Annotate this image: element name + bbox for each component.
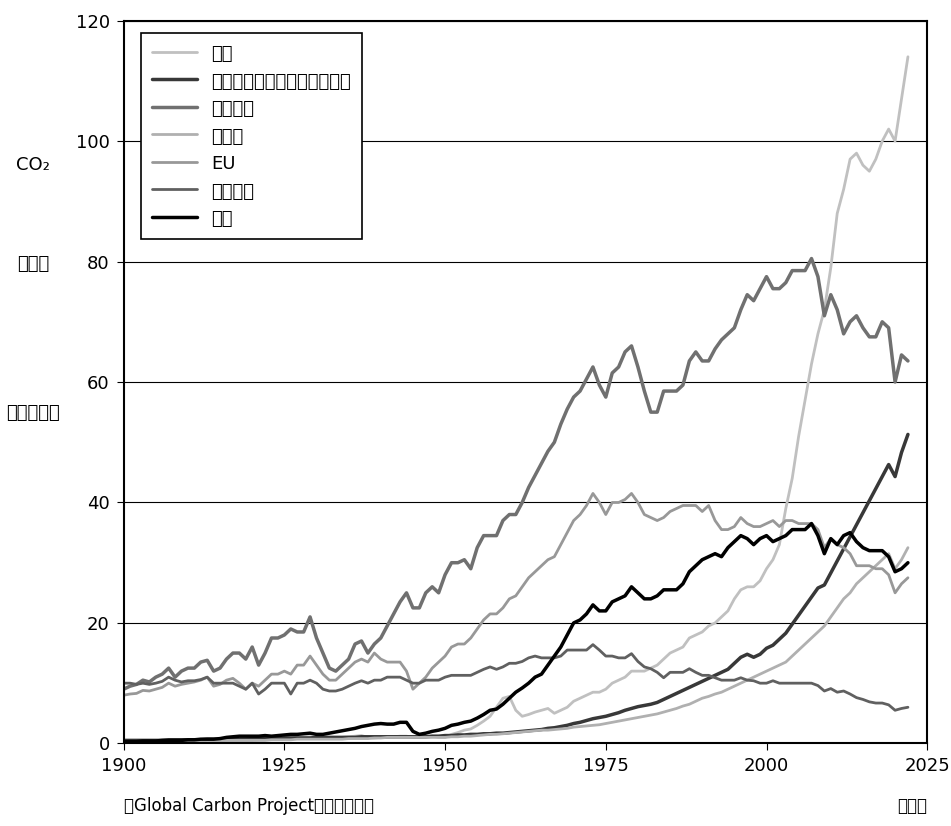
アジア（中国・インド除く）: [208, 734, 220, 744]
Line: インド: インド: [124, 548, 908, 742]
Line: イギリス: イギリス: [124, 644, 908, 710]
アメリカ: [754, 283, 766, 293]
イギリス: [902, 702, 914, 712]
中国: [163, 737, 174, 747]
イギリス: [587, 639, 598, 649]
Line: アメリカ: アメリカ: [124, 259, 908, 689]
EU: [118, 691, 129, 700]
Text: （Global Carbon Projectを基に作成）: （Global Carbon Projectを基に作成）: [124, 797, 374, 815]
アメリカ: [195, 657, 206, 667]
日本: [902, 558, 914, 567]
インド: [163, 736, 174, 746]
イギリス: [163, 672, 174, 682]
Legend: 中国, アジア（中国・インド除く）, アメリカ, インド, EU, イギリス, 日本: 中国, アジア（中国・インド除く）, アメリカ, インド, EU, イギリス, …: [141, 33, 361, 240]
Text: CO₂: CO₂: [16, 156, 50, 174]
インド: [208, 735, 220, 745]
アメリカ: [343, 654, 355, 664]
Line: 中国: 中国: [124, 57, 908, 743]
アジア（中国・インド除く）: [458, 730, 470, 740]
EU: [761, 519, 772, 529]
インド: [754, 669, 766, 679]
アメリカ: [458, 555, 470, 565]
アメリカ: [208, 666, 220, 676]
イギリス: [118, 678, 129, 688]
インド: [902, 543, 914, 553]
日本: [458, 717, 470, 727]
日本: [343, 724, 355, 734]
イギリス: [761, 678, 772, 688]
EU: [208, 681, 220, 691]
日本: [208, 734, 220, 744]
アジア（中国・インド除く）: [343, 733, 355, 743]
アジア（中国・インド除く）: [118, 735, 129, 745]
Line: EU: EU: [124, 493, 908, 695]
中国: [754, 576, 766, 586]
EU: [163, 678, 174, 688]
インド: [195, 736, 206, 746]
日本: [195, 734, 206, 744]
日本: [118, 737, 129, 747]
アメリカ: [902, 356, 914, 366]
Text: 排出量: 排出量: [17, 255, 49, 273]
イギリス: [889, 705, 901, 715]
EU: [458, 639, 470, 649]
インド: [118, 737, 129, 747]
中国: [195, 736, 206, 746]
イギリス: [208, 678, 220, 688]
イギリス: [343, 681, 355, 691]
インド: [343, 733, 355, 743]
EU: [587, 488, 598, 498]
Line: アジア（中国・インド除く）: アジア（中国・インド除く）: [124, 434, 908, 740]
アジア（中国・インド除く）: [754, 649, 766, 659]
アジア（中国・インド除く）: [902, 430, 914, 439]
イギリス: [458, 671, 470, 681]
Text: （年）: （年）: [897, 797, 927, 815]
中国: [208, 736, 220, 746]
EU: [902, 572, 914, 582]
Text: （億トン）: （億トン）: [7, 404, 60, 422]
Line: 日本: 日本: [124, 524, 908, 742]
アメリカ: [163, 663, 174, 673]
EU: [343, 663, 355, 673]
日本: [163, 735, 174, 745]
アジア（中国・インド除く）: [163, 735, 174, 745]
中国: [118, 738, 129, 748]
アメリカ: [805, 254, 817, 263]
イギリス: [195, 675, 206, 685]
中国: [343, 732, 355, 742]
中国: [458, 725, 470, 735]
中国: [902, 52, 914, 62]
日本: [754, 534, 766, 544]
日本: [805, 519, 817, 529]
EU: [195, 675, 206, 685]
インド: [458, 731, 470, 741]
アジア（中国・インド除く）: [195, 735, 206, 745]
アメリカ: [118, 684, 129, 694]
